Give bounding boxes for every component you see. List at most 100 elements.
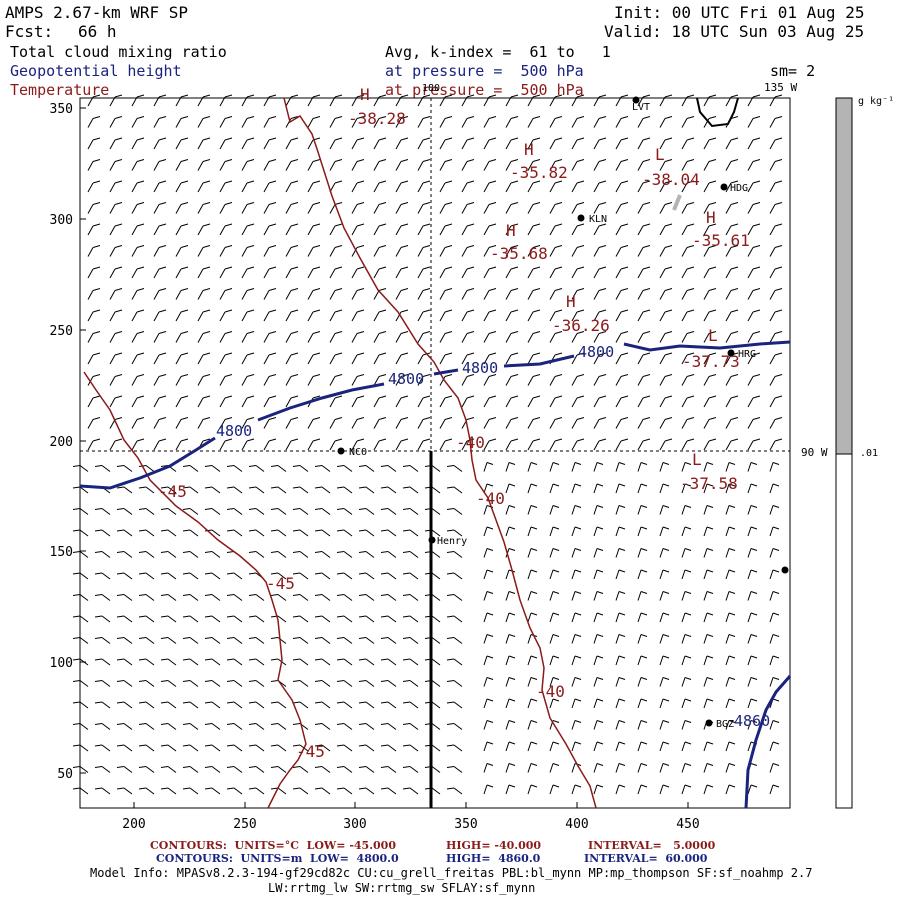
wind-barb xyxy=(571,569,582,580)
wind-barb xyxy=(248,680,265,687)
wind-barb xyxy=(351,159,365,171)
wind-barb xyxy=(402,615,419,623)
wind-barb xyxy=(483,634,494,644)
wind-barb xyxy=(527,180,541,193)
wind-barb xyxy=(197,395,211,408)
wind-barb xyxy=(549,374,563,386)
wind-barb xyxy=(637,720,648,730)
wind-barb xyxy=(615,266,629,279)
wind-barb xyxy=(380,658,397,666)
extremum-type: H xyxy=(524,140,534,159)
wind-barb xyxy=(402,658,419,666)
wind-barb xyxy=(703,137,717,150)
wind-barb xyxy=(769,612,780,623)
wind-barb xyxy=(769,374,783,386)
wind-barb xyxy=(219,288,233,300)
wind-barb xyxy=(571,655,582,666)
height-contour-info: CONTOURS: UNITS=m LOW= 4800.0 xyxy=(156,852,399,865)
wind-barb xyxy=(314,486,331,494)
extremum-value: -37.73 xyxy=(682,352,740,371)
wind-barb xyxy=(769,655,780,666)
extremum-value: -37.58 xyxy=(680,474,738,493)
wind-barb xyxy=(725,784,736,795)
x-tick-label: 350 xyxy=(454,817,477,832)
wind-barb xyxy=(747,698,758,709)
wind-barb xyxy=(549,94,563,107)
wind-barb xyxy=(314,658,331,666)
wind-barb xyxy=(380,680,397,687)
wind-barb xyxy=(747,309,761,322)
wind-barb xyxy=(395,223,409,236)
wind-barb xyxy=(769,223,783,236)
wind-barb xyxy=(769,720,780,730)
wind-barb xyxy=(659,612,670,623)
station-label: HRG xyxy=(738,349,756,360)
wind-barb xyxy=(417,331,431,343)
wind-barb xyxy=(659,483,670,494)
wind-barb xyxy=(373,245,387,257)
wind-barb xyxy=(461,180,475,193)
wind-barb xyxy=(160,723,177,730)
wind-barb xyxy=(87,331,101,343)
wind-barb xyxy=(505,395,519,408)
wind-barb xyxy=(637,698,648,709)
wind-barb xyxy=(571,352,585,365)
wind-barb xyxy=(380,508,397,515)
wind-barb xyxy=(446,787,463,795)
wind-barb xyxy=(615,288,629,300)
wind-barb xyxy=(358,615,375,623)
wind-barb xyxy=(446,572,463,580)
wind-barb xyxy=(747,462,758,472)
wind-barb xyxy=(109,438,123,451)
wind-barb xyxy=(248,529,265,537)
wind-barb xyxy=(197,245,211,257)
wind-barb xyxy=(219,331,233,343)
temp-contour-minus40 xyxy=(283,97,597,809)
wind-barb xyxy=(226,508,243,515)
wind-barb xyxy=(659,763,670,773)
wind-barb xyxy=(219,116,233,128)
temperature-pressure-label: at pressure = 500 hPa xyxy=(385,81,584,99)
temp-contour-info: CONTOURS: UNITS=°C LOW= -45.000 xyxy=(150,839,396,852)
wind-barb xyxy=(87,116,101,128)
init-time: Init: 00 UTC Fri 01 Aug 25 xyxy=(614,3,865,22)
wind-barb xyxy=(769,245,783,257)
wind-barb xyxy=(571,417,585,429)
wind-barb xyxy=(637,374,651,386)
wind-barb xyxy=(241,438,255,451)
wind-barb xyxy=(659,698,670,709)
wind-barb xyxy=(483,741,494,752)
station-dot xyxy=(720,183,728,191)
wind-barb xyxy=(131,395,145,408)
wind-barb xyxy=(285,438,299,451)
wind-barb xyxy=(659,677,670,687)
wind-barb xyxy=(483,698,494,709)
wind-barb xyxy=(681,309,695,322)
wind-barb xyxy=(549,137,563,150)
wind-barb xyxy=(637,266,651,279)
wind-barb xyxy=(549,266,563,279)
wind-barb xyxy=(637,462,648,472)
wind-barb xyxy=(270,465,287,472)
wind-barb xyxy=(285,374,299,386)
wind-barb xyxy=(226,572,243,580)
wind-barb xyxy=(593,591,604,601)
wind-barb xyxy=(270,529,287,537)
wind-barb xyxy=(395,309,409,322)
wind-barb xyxy=(615,677,626,687)
wind-barb xyxy=(131,116,145,128)
wind-barb xyxy=(446,637,463,644)
wind-barb xyxy=(241,417,255,429)
wind-barb xyxy=(483,288,497,300)
wind-barb xyxy=(226,701,243,709)
wind-barb xyxy=(307,223,321,236)
wind-barb xyxy=(241,374,255,386)
wind-barb xyxy=(314,594,331,601)
wind-barb xyxy=(270,723,287,730)
wind-barb xyxy=(351,309,365,322)
wind-barb xyxy=(549,180,563,193)
wind-barb xyxy=(219,202,233,214)
wind-barb xyxy=(307,116,321,128)
wind-barb xyxy=(87,288,101,300)
wind-barb xyxy=(446,465,463,472)
